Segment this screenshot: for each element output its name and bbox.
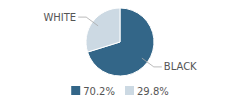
- pie-slice: [86, 8, 120, 52]
- annotations: BLACK WHITE: [43, 12, 197, 73]
- chart: BLACK WHITE 70.2% 29.8%: [0, 0, 240, 100]
- pie: [86, 8, 154, 76]
- annotation: BLACK: [164, 61, 197, 72]
- legend-label: 70.2%: [83, 86, 115, 97]
- legend: 70.2% 29.8%: [71, 86, 169, 97]
- legend-item: 70.2%: [71, 86, 115, 97]
- leader-line: [78, 17, 98, 26]
- legend-item: 29.8%: [125, 86, 169, 97]
- leader-line: [142, 58, 162, 67]
- legend-label: 29.8%: [137, 86, 169, 97]
- legend-swatch: [71, 86, 80, 95]
- annotation: WHITE: [43, 12, 76, 23]
- legend-swatch: [125, 86, 134, 95]
